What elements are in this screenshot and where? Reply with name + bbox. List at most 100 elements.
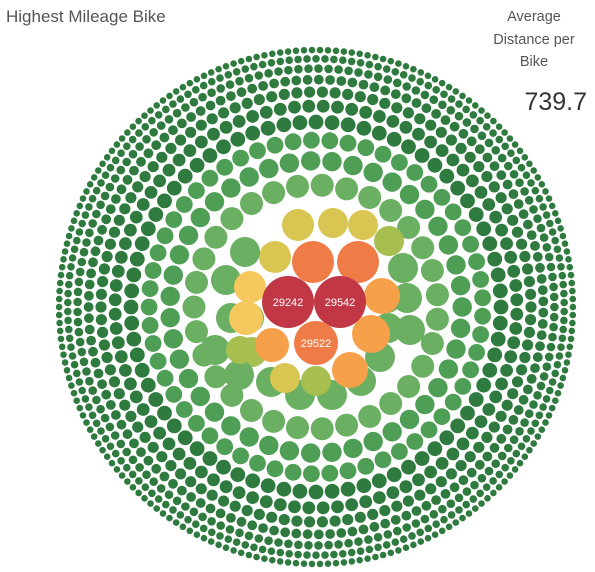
bubble[interactable]	[399, 71, 408, 79]
bubble[interactable]	[132, 421, 144, 433]
bubble[interactable]	[259, 495, 273, 509]
bubble[interactable]	[462, 105, 471, 114]
bubble[interactable]	[408, 74, 416, 82]
bubble[interactable]	[515, 178, 524, 187]
bubble[interactable]	[363, 162, 383, 183]
bubble[interactable]	[502, 424, 513, 435]
bubble[interactable]	[259, 241, 291, 273]
bubble[interactable]	[276, 57, 285, 66]
bubble[interactable]	[310, 173, 334, 197]
bubble[interactable]	[179, 523, 187, 531]
bubble[interactable]	[253, 508, 265, 520]
bubble[interactable]	[291, 75, 302, 86]
bubble[interactable]	[254, 534, 264, 543]
bubble[interactable]	[332, 47, 340, 55]
bubble[interactable]	[369, 82, 380, 93]
bubble[interactable]	[308, 560, 316, 568]
bubble[interactable]	[373, 532, 383, 542]
bubble[interactable]	[176, 511, 185, 519]
bubble[interactable]	[86, 268, 96, 279]
bubble[interactable]	[294, 64, 303, 74]
bubble[interactable]	[523, 326, 536, 338]
bubble[interactable]	[303, 551, 311, 559]
bubble[interactable]	[523, 219, 533, 230]
bubble[interactable]	[401, 510, 412, 521]
bubble[interactable]	[420, 514, 430, 524]
bubble[interactable]	[141, 280, 159, 297]
bubble[interactable]	[354, 537, 363, 546]
bubble[interactable]	[258, 523, 268, 533]
bubble[interactable]	[188, 182, 205, 200]
bubble[interactable]	[507, 388, 519, 400]
bubble[interactable]	[497, 153, 507, 163]
bubble[interactable]	[421, 500, 432, 511]
bubble[interactable]	[523, 384, 533, 395]
bubble[interactable]	[464, 151, 476, 163]
bubble[interactable]	[244, 531, 254, 541]
bubble[interactable]	[122, 174, 133, 185]
bubble[interactable]	[63, 240, 71, 247]
bubble[interactable]	[522, 435, 531, 443]
bubble[interactable]	[557, 382, 564, 389]
bubble[interactable]	[273, 498, 287, 512]
bubble[interactable]	[166, 514, 173, 522]
bubble[interactable]	[417, 69, 425, 76]
bubble[interactable]	[116, 439, 126, 449]
bubble[interactable]	[198, 92, 207, 102]
bubble-29542[interactable]	[314, 276, 366, 328]
bubble[interactable]	[340, 481, 356, 497]
bubble[interactable]	[450, 418, 466, 434]
bubble[interactable]	[411, 236, 435, 260]
bubble[interactable]	[236, 87, 247, 98]
bubble[interactable]	[548, 228, 557, 236]
bubble[interactable]	[391, 102, 403, 114]
bubble[interactable]	[500, 237, 513, 251]
bubble[interactable]	[73, 210, 80, 217]
bubble[interactable]	[177, 430, 193, 446]
bubble[interactable]	[525, 314, 537, 326]
bubble[interactable]	[512, 156, 521, 165]
bubble[interactable]	[374, 451, 392, 469]
bubble[interactable]	[200, 534, 208, 542]
bubble[interactable]	[474, 415, 488, 428]
bubble[interactable]	[382, 65, 391, 73]
bubble[interactable]	[352, 315, 390, 353]
bubble[interactable]	[537, 285, 548, 295]
bubble[interactable]	[544, 252, 554, 262]
bubble[interactable]	[269, 556, 276, 564]
bubble[interactable]	[527, 179, 535, 187]
bubble[interactable]	[156, 227, 174, 245]
bubble[interactable]	[399, 184, 420, 205]
bubble[interactable]	[519, 351, 531, 364]
bubble[interactable]	[391, 68, 400, 76]
bubble[interactable]	[221, 416, 241, 436]
bubble[interactable]	[450, 318, 471, 338]
bubble[interactable]	[57, 335, 65, 343]
bubble[interactable]	[495, 192, 507, 204]
bubble[interactable]	[325, 75, 335, 85]
bubble[interactable]	[240, 192, 263, 215]
bubble[interactable]	[244, 73, 254, 83]
bubble[interactable]	[569, 311, 577, 319]
bubble[interactable]	[119, 399, 131, 411]
bubble[interactable]	[215, 541, 222, 549]
bubble[interactable]	[474, 307, 491, 325]
bubble[interactable]	[560, 307, 568, 316]
bubble[interactable]	[215, 508, 226, 519]
bubble[interactable]	[230, 131, 246, 147]
bubble[interactable]	[240, 399, 263, 422]
bubble[interactable]	[511, 226, 524, 238]
bubble[interactable]	[507, 214, 519, 226]
bubble[interactable]	[386, 467, 402, 483]
bubble[interactable]	[117, 149, 125, 157]
bubble[interactable]	[162, 500, 170, 509]
bubble[interactable]	[406, 433, 424, 450]
bubble[interactable]	[216, 139, 231, 155]
bubble[interactable]	[356, 556, 364, 564]
bubble[interactable]	[129, 347, 145, 363]
bubble[interactable]	[487, 251, 503, 267]
bubble[interactable]	[342, 514, 354, 526]
bubble[interactable]	[308, 114, 324, 130]
bubble[interactable]	[101, 171, 110, 179]
bubble[interactable]	[342, 88, 354, 100]
